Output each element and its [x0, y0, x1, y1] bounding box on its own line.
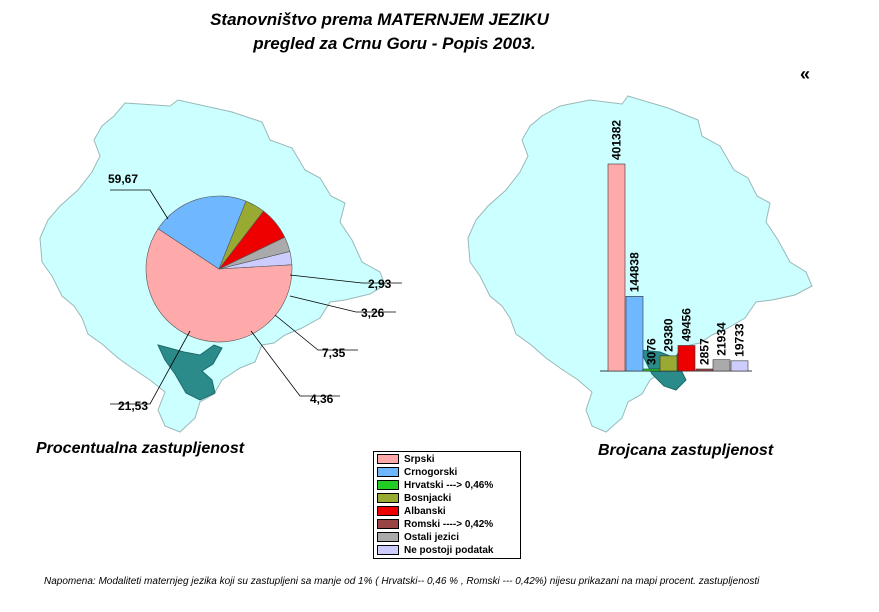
back-nav-icon[interactable]: «	[800, 64, 811, 84]
legend-label: Ostali jezici	[404, 532, 460, 543]
legend-swatch	[377, 545, 399, 555]
legend-swatch	[377, 519, 399, 529]
caption-percent: Procentualna zastupljenost	[36, 440, 245, 457]
legend-label: Hrvatski ---> 0,46%	[404, 480, 494, 491]
bar-label-srpski: 401382	[610, 120, 624, 160]
bar-srpski	[607, 163, 626, 372]
bar-bosnjacki	[659, 355, 678, 372]
bar-ne-postoji-podatak	[730, 360, 749, 372]
map-right	[467, 95, 813, 433]
pie-slice-crnogorski	[157, 195, 247, 270]
footnote: Napomena: Modaliteti maternjeg jezika ko…	[44, 576, 760, 587]
pie-label-crnogorski: 21,53	[118, 399, 148, 413]
bar-romski	[695, 368, 714, 372]
legend-label: Crnogorski	[404, 467, 458, 478]
legend-label: Ne postoji podatak	[404, 545, 494, 556]
pie-slice-ostali-jezici	[218, 236, 291, 270]
bar-albanski	[677, 345, 696, 372]
bar-hrvatski	[642, 368, 661, 372]
bar-label-bosnjacki: 29380	[662, 318, 676, 352]
pie-label-bosnjacki: 4,36	[310, 392, 334, 406]
chart-title-line1: Stanovništvo prema MATERNJEM JEZIKU	[210, 10, 549, 29]
bar-crnogorski	[625, 295, 644, 372]
pie-label-srpski: 59,67	[108, 172, 138, 186]
pie-chart	[145, 195, 293, 343]
bar-ostali-jezici	[712, 359, 731, 372]
legend-swatch	[377, 532, 399, 542]
legend-swatch	[377, 454, 399, 464]
bar-label-ostali-jezici: 21934	[715, 322, 729, 356]
pie-leader-crnogorski	[110, 330, 191, 405]
caption-count: Brojcana zastupljenost	[598, 442, 774, 459]
legend-swatch	[377, 493, 399, 503]
legend-label: Romski ----> 0,42%	[404, 519, 494, 530]
pie-leader-ne-postoji-podatak	[289, 274, 402, 284]
pie-slice-srpski	[145, 228, 293, 343]
bar-label-albanski: 49456	[680, 308, 694, 342]
pie-label-albanski: 7,35	[322, 346, 346, 360]
chart-title-line2: pregled za Crnu Goru - Popis 2003.	[253, 34, 536, 53]
bar-label-crnogorski: 144838	[628, 252, 642, 292]
legend-label: Albanski	[404, 506, 446, 517]
pie-leader-srpski	[110, 189, 169, 220]
legend-label: Bosnjacki	[404, 493, 452, 504]
bar-chart: 401382 144838 3076 29380 49456 2857 21934 19733	[600, 120, 752, 372]
bar-label-romski: 2857	[698, 338, 712, 365]
legend-swatch	[377, 480, 399, 490]
pie-leader-ostali-jezici	[289, 295, 396, 313]
legend-label: Srpski	[404, 454, 435, 465]
pie-leader-albanski	[274, 314, 358, 351]
legend: Srpski Crnogorski Hrvatski ---> 0,46% Bosnj…	[373, 451, 521, 559]
bar-label-hrvatski: 3076	[645, 338, 659, 365]
pie-leader-bosnjacki	[250, 330, 340, 397]
pie-label-ostali-jezici: 3,26	[361, 306, 385, 320]
pie-label-ne-postoji-podatak: 2,93	[368, 277, 392, 291]
legend-swatch	[377, 467, 399, 477]
legend-swatch	[377, 506, 399, 516]
pie-leader-lines: 2,93 59,67 21,53 4,36 7,35 3,26	[108, 172, 402, 413]
map-left-coast	[157, 344, 223, 401]
bar-label-ne-postoji-podatak: 19733	[733, 323, 747, 357]
